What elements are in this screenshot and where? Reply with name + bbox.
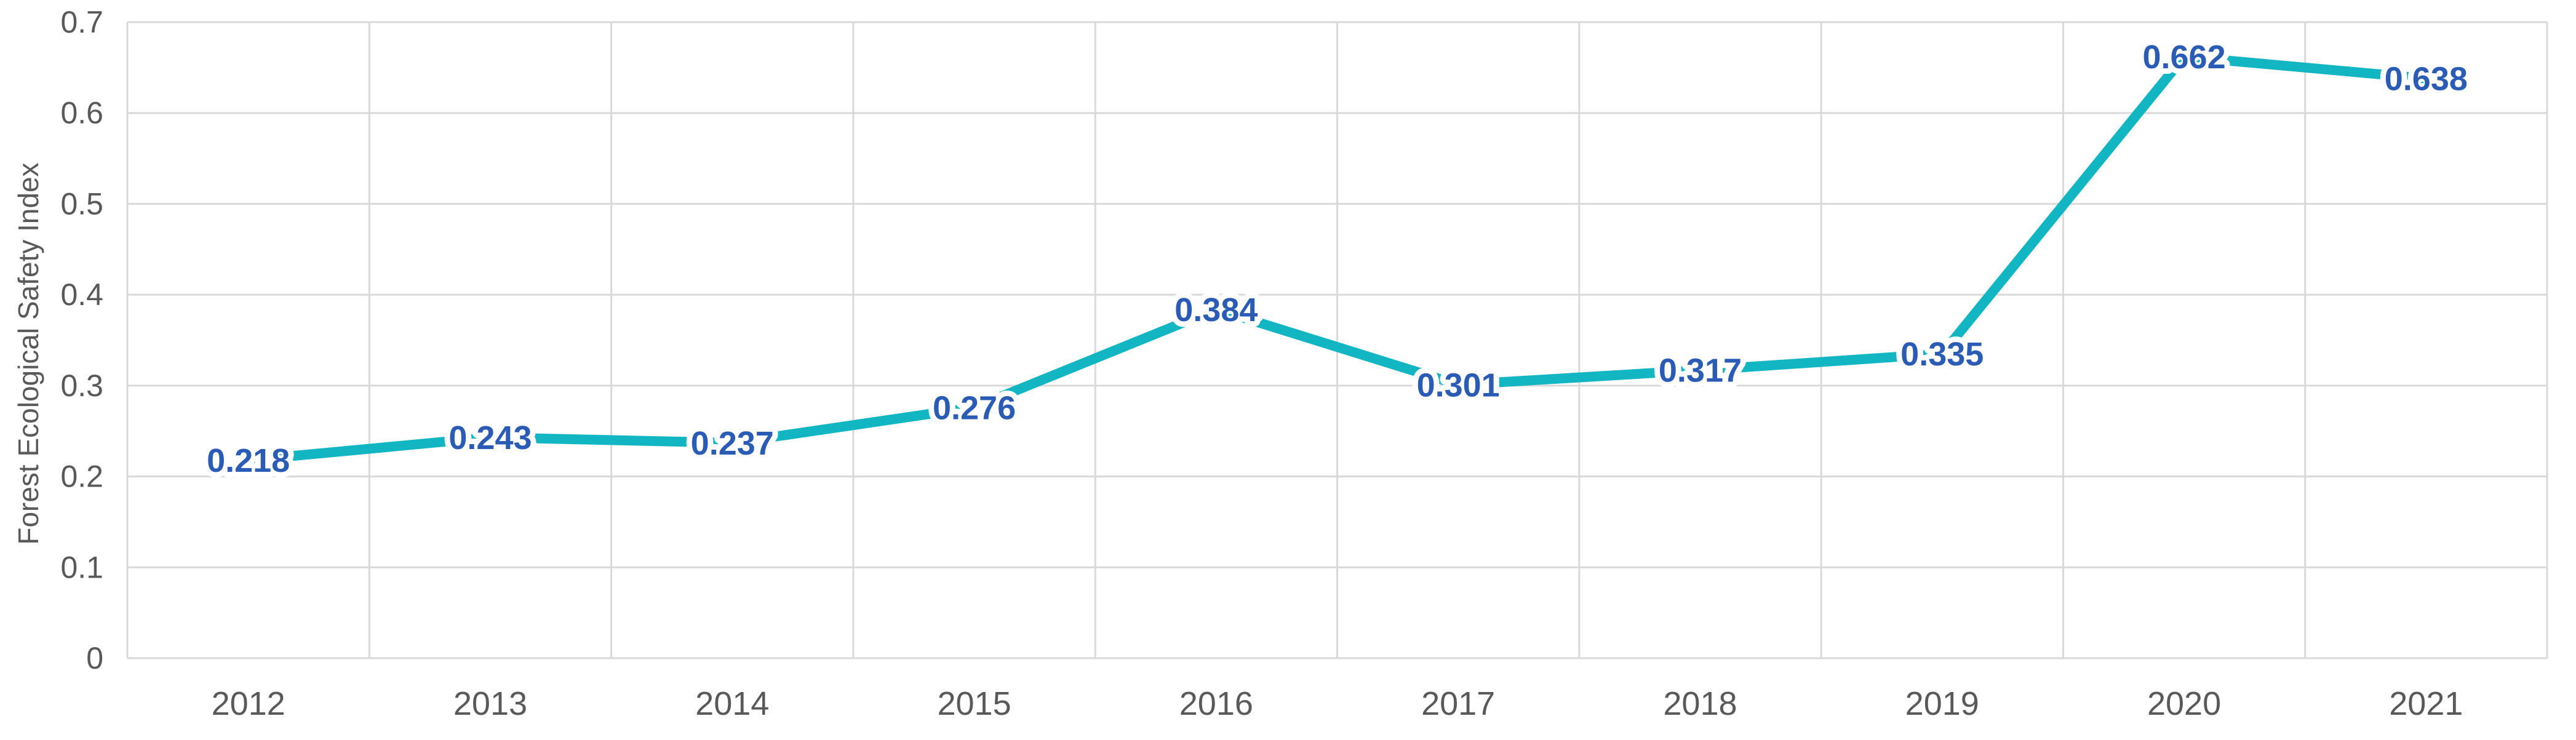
x-axis-tick-labels: 2012 2013 2014 2015 2016 2017 2018 2019 2020 2021 <box>212 685 2463 722</box>
series-group <box>243 52 2431 465</box>
y-tick-label: 0.2 <box>60 460 103 494</box>
x-tick-label: 2012 <box>212 685 285 722</box>
y-tick-label: 0.4 <box>60 277 103 312</box>
x-tick-label: 2015 <box>937 685 1011 722</box>
y-tick-label: 0.6 <box>60 96 103 130</box>
y-tick-label: 0.1 <box>60 550 103 584</box>
data-label: 0.243 <box>449 420 532 456</box>
y-tick-label: 0.5 <box>60 186 103 221</box>
x-tick-label: 2018 <box>1663 685 1737 722</box>
data-label: 0.384 <box>1174 292 1258 328</box>
y-tick-label: 0.3 <box>60 368 103 403</box>
data-label: 0.638 <box>2385 61 2468 98</box>
data-label: 0.301 <box>1417 367 1500 404</box>
y-axis-tick-labels: 0 0.1 0.2 0.3 0.4 0.5 0.6 0.7 <box>60 5 103 675</box>
y-tick-label: 0.7 <box>60 5 103 39</box>
data-label: 0.317 <box>1659 352 1742 389</box>
x-tick-label: 2020 <box>2147 685 2221 722</box>
data-labels: 0.218 0.243 0.237 0.276 0.384 0.301 0.317 0.335… <box>201 33 2473 485</box>
y-tick-label: 0 <box>86 641 103 675</box>
series-line <box>243 52 2431 465</box>
x-tick-label: 2021 <box>2389 685 2463 722</box>
x-tick-label: 2019 <box>1905 685 1979 722</box>
vertical-gridlines <box>126 22 2548 658</box>
x-tick-label: 2016 <box>1179 685 1253 722</box>
y-axis-title: Forest Ecological Safety Index <box>12 162 44 544</box>
x-tick-label: 2014 <box>695 685 769 722</box>
data-label: 0.218 <box>207 442 290 479</box>
x-tick-label: 2017 <box>1421 685 1495 722</box>
data-label: 0.335 <box>1900 336 1984 373</box>
data-label: 0.276 <box>933 389 1016 426</box>
x-tick-label: 2013 <box>453 685 527 722</box>
data-label: 0.662 <box>2142 39 2225 76</box>
data-label: 0.237 <box>691 425 774 462</box>
